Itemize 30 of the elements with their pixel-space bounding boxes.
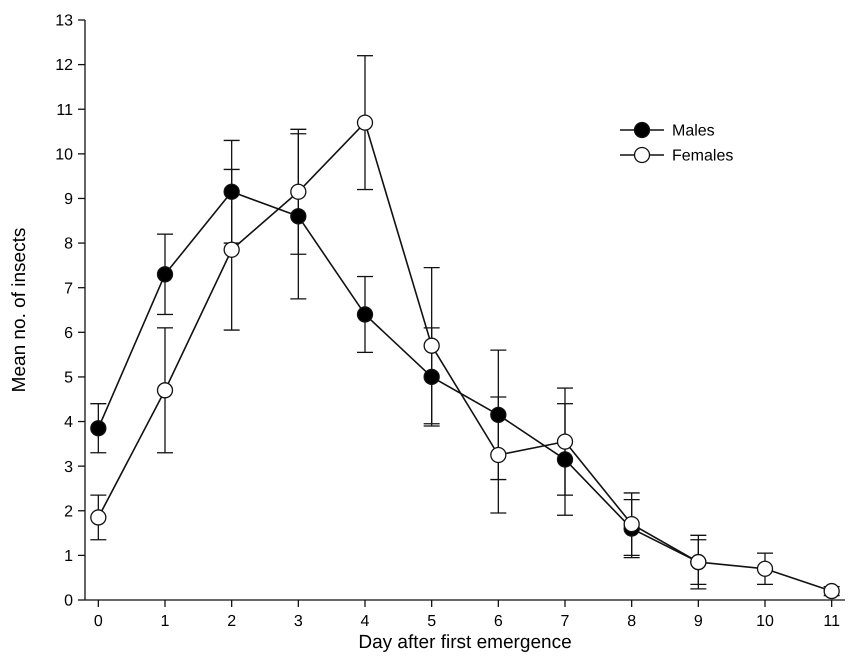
- y-tick-label: 10: [55, 146, 74, 164]
- legend-label: Males: [672, 122, 715, 140]
- y-tick-label: 12: [55, 57, 74, 74]
- y-tick-label: 4: [64, 414, 74, 432]
- y-tick-label: 2: [64, 503, 74, 520]
- x-tick-label: 11: [823, 613, 840, 630]
- x-tick-label: 8: [627, 613, 636, 630]
- y-tick-label: 7: [64, 280, 74, 298]
- x-tick-label: 6: [494, 613, 503, 630]
- y-axis-title: Mean no. of insects: [9, 228, 30, 392]
- y-tick-label: 13: [55, 12, 74, 30]
- x-tick-label: 1: [160, 613, 170, 630]
- x-tick-label: 3: [294, 613, 303, 630]
- x-tick-label: 0: [94, 613, 103, 630]
- y-tick-label: 6: [64, 324, 74, 342]
- x-tick-label: 5: [427, 613, 436, 630]
- legend-label: Females: [672, 148, 734, 165]
- y-tick-label: 8: [64, 236, 74, 253]
- x-tick-label: 10: [756, 613, 774, 630]
- x-tick-label: 4: [360, 613, 370, 630]
- y-tick-label: 5: [64, 370, 74, 387]
- x-tick-label: 9: [694, 613, 703, 630]
- y-tick-label: 11: [56, 102, 74, 119]
- y-tick-label: 3: [64, 458, 74, 476]
- x-axis-title: Day after first emergence: [358, 632, 572, 653]
- y-tick-label: 9: [64, 191, 74, 208]
- y-tick-label: 0: [64, 592, 74, 610]
- x-tick-label: 2: [227, 613, 236, 630]
- y-tick-label: 1: [64, 548, 74, 565]
- x-tick-label: 7: [560, 613, 570, 630]
